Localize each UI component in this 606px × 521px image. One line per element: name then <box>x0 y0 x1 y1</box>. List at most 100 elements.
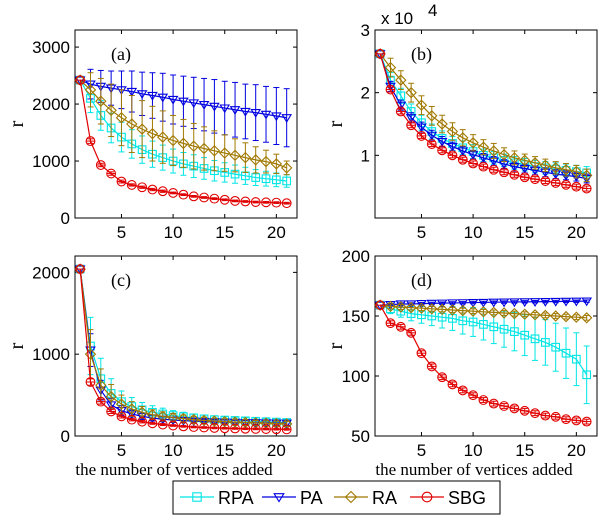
data-point <box>137 416 148 427</box>
data-point <box>198 101 210 110</box>
data-point <box>126 180 137 190</box>
data-point <box>95 95 107 107</box>
data-point <box>447 379 458 390</box>
data-point <box>374 50 386 60</box>
data-point <box>75 264 86 275</box>
data-point <box>167 411 179 424</box>
data-point <box>250 423 261 434</box>
data-point <box>427 311 437 321</box>
x-tick-label: 10 <box>164 223 183 242</box>
legend-item-sbg: SBG <box>410 488 486 508</box>
series-line <box>380 304 587 319</box>
x-tick-label: 5 <box>117 223 126 242</box>
data-point <box>157 131 169 143</box>
data-point <box>198 414 210 427</box>
data-point <box>147 418 158 429</box>
data-point <box>415 302 428 314</box>
y-axis-label: r <box>6 342 28 349</box>
data-point <box>188 191 199 202</box>
data-point <box>519 298 531 308</box>
data-point <box>167 95 179 105</box>
data-point <box>261 424 271 434</box>
y-axis-label: r <box>325 120 347 127</box>
data-point <box>436 137 448 147</box>
data-point <box>457 154 468 165</box>
data-point <box>219 104 231 114</box>
data-point <box>467 305 479 317</box>
data-point <box>489 322 499 332</box>
data-point <box>157 186 168 197</box>
data-point <box>447 142 458 152</box>
data-point <box>136 90 148 100</box>
data-point <box>488 164 499 175</box>
data-point <box>426 131 438 141</box>
data-point <box>550 297 562 307</box>
data-point <box>488 145 500 157</box>
data-point <box>168 420 179 431</box>
data-point <box>437 312 447 322</box>
data-point <box>115 112 128 124</box>
y-tick-label: 1000 <box>32 345 70 364</box>
legend-label: SBG <box>448 488 486 508</box>
x-tick-label: 10 <box>464 223 483 242</box>
plot-area <box>374 255 598 437</box>
data-point <box>230 423 240 434</box>
data-point <box>239 151 252 164</box>
y-tick-label: 150 <box>342 307 370 326</box>
data-point <box>209 422 220 433</box>
data-point <box>426 361 437 372</box>
data-point <box>177 412 190 425</box>
y-axis-label: r <box>6 120 28 127</box>
data-point <box>477 306 490 318</box>
series-sbg <box>75 264 292 435</box>
data-point <box>405 86 417 99</box>
y-tick-label: 3 <box>361 21 370 40</box>
series-ra <box>374 48 593 183</box>
data-point <box>229 106 241 115</box>
data-point <box>271 175 281 185</box>
data-point <box>260 155 272 168</box>
data-point <box>550 177 561 188</box>
data-point <box>447 150 458 161</box>
data-point <box>467 137 479 149</box>
y-tick-label: 2 <box>361 84 370 103</box>
data-point <box>478 298 489 308</box>
data-point <box>415 99 428 111</box>
x-axis-label: the number of vertices added <box>375 460 573 479</box>
data-point <box>582 370 592 380</box>
data-point <box>571 297 582 307</box>
data-point <box>561 348 571 358</box>
data-point <box>478 395 489 405</box>
data-point <box>188 422 199 432</box>
data-point <box>74 74 86 86</box>
data-point <box>240 196 251 207</box>
data-point <box>549 162 562 174</box>
y-tick-label: 50 <box>351 427 370 446</box>
data-point <box>457 147 469 157</box>
data-point <box>560 310 572 323</box>
data-point <box>260 110 272 120</box>
data-point <box>529 157 541 169</box>
data-point <box>540 298 551 307</box>
y-axis-label: r <box>325 342 347 349</box>
legend-label: PA <box>300 488 323 508</box>
data-point <box>457 385 468 396</box>
data-point <box>561 179 571 190</box>
data-point <box>126 414 137 425</box>
data-point <box>374 48 386 60</box>
legend-marker <box>421 491 433 503</box>
data-point <box>560 164 572 176</box>
data-point <box>168 188 179 198</box>
data-point <box>384 300 397 313</box>
data-point <box>541 338 550 347</box>
data-point <box>416 130 427 141</box>
data-point <box>395 301 407 313</box>
data-point <box>426 299 438 309</box>
data-point <box>105 391 117 403</box>
data-point <box>137 182 148 193</box>
data-point <box>209 102 220 112</box>
data-point <box>199 422 209 433</box>
series-line <box>380 300 587 306</box>
data-point <box>510 327 519 336</box>
data-point <box>84 84 97 96</box>
